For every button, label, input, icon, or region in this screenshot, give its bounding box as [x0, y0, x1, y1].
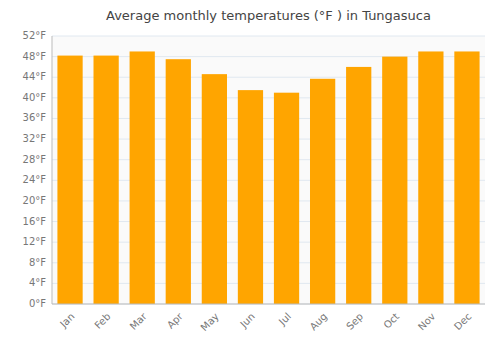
- x-tick-label: Oct: [381, 311, 401, 331]
- plot-background: [52, 36, 485, 304]
- y-tick-label: 40°F: [23, 92, 47, 103]
- y-tick-label: 28°F: [23, 154, 47, 165]
- x-axis-line: [52, 304, 485, 305]
- y-tick-label: 48°F: [23, 51, 47, 62]
- x-tick-label: Sep: [344, 311, 365, 332]
- bar: [57, 56, 82, 304]
- y-tick-labels: 0°F 4°F 8°F 12°F 16°F 20°F 24°F 28°F 32°F 36°F 40°…: [23, 30, 47, 309]
- grid: [52, 36, 485, 304]
- bar: [93, 56, 118, 304]
- bar: [238, 90, 263, 304]
- x-tick-label: Feb: [92, 311, 112, 331]
- bar: [454, 51, 479, 304]
- x-tick-labels: Jan Feb Mar Apr May Jun Jul Aug Sep Oct Nov Dec: [57, 310, 473, 333]
- bar: [130, 51, 155, 304]
- y-tick-label: 24°F: [23, 174, 47, 185]
- y-tick-label: 52°F: [23, 30, 47, 41]
- x-tick-label: Aug: [308, 311, 330, 333]
- y-tick-label: 8°F: [29, 257, 46, 268]
- x-tick-label: Mar: [128, 310, 150, 332]
- bar: [202, 74, 227, 304]
- bar: [382, 57, 407, 304]
- x-tick-label: May: [198, 311, 220, 333]
- x-tick-label: Jun: [237, 311, 257, 331]
- y-tick-label: 16°F: [23, 216, 47, 227]
- y-axis-line: [52, 36, 53, 304]
- x-tick-label: Dec: [452, 311, 473, 332]
- y-tick-label: 32°F: [23, 133, 47, 144]
- y-tick-label: 4°F: [29, 277, 46, 288]
- x-tick-label: Jan: [57, 311, 76, 330]
- bar: [274, 93, 299, 304]
- y-tick-label: 0°F: [29, 298, 46, 309]
- x-tick-label: Apr: [165, 310, 186, 331]
- bar: [166, 59, 191, 304]
- bar: [346, 67, 371, 304]
- x-tick-label: Nov: [416, 311, 438, 333]
- grid-line: [52, 304, 485, 305]
- y-tick-label: 36°F: [23, 112, 47, 123]
- grid-line: [52, 36, 485, 37]
- bars: [57, 51, 479, 304]
- y-tick-label: 44°F: [23, 71, 47, 82]
- bar: [418, 51, 443, 304]
- x-tick-label: Jul: [276, 311, 293, 328]
- bar: [310, 79, 335, 304]
- title: Average monthly temperatures (°F ) in Tu…: [106, 8, 431, 23]
- y-tick-label: 12°F: [23, 236, 47, 247]
- y-tick-label: 20°F: [23, 195, 47, 206]
- chart: 0°F 4°F 8°F 12°F 16°F 20°F 24°F 28°F 32°F 36°F 40°…: [0, 0, 500, 350]
